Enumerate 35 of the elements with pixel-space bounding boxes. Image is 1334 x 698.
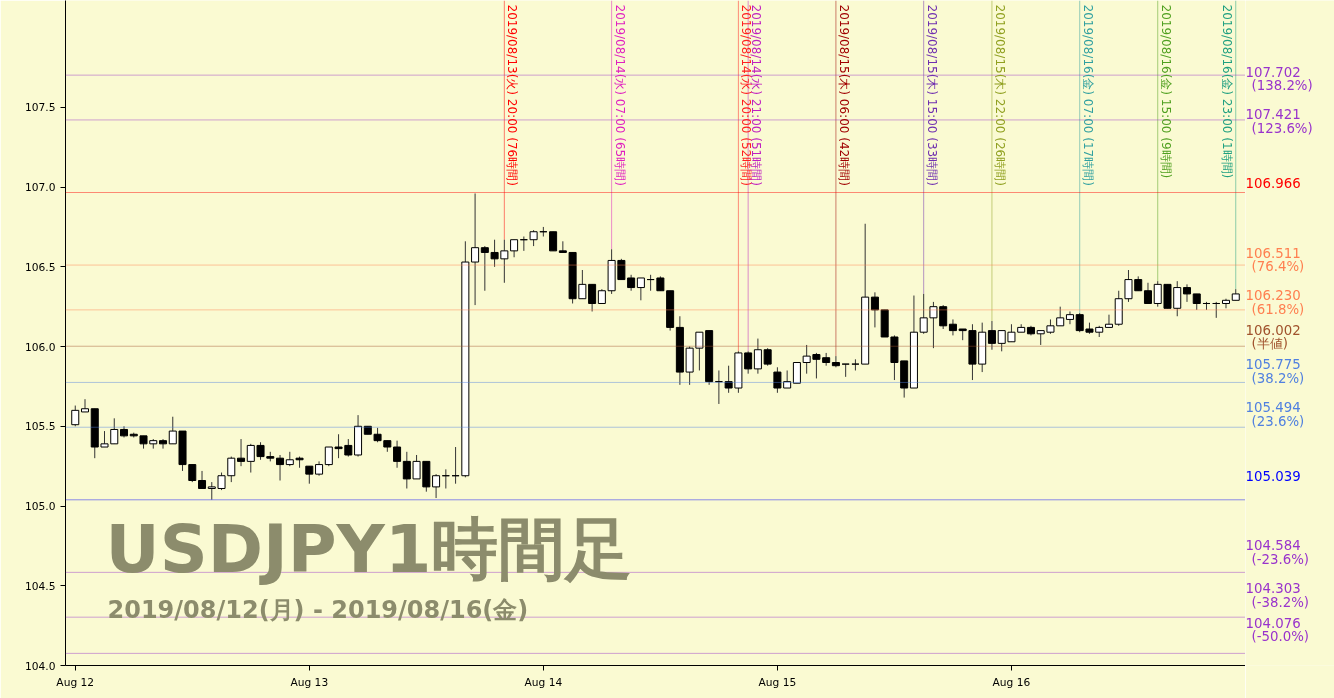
ref-line-label: 106.230 (61.8%) bbox=[1245, 288, 1305, 317]
ref-line-label: 2019/08/15(木) 06:00 (42時間) bbox=[836, 4, 851, 186]
ref-line-label: 106.511 (76.4%) bbox=[1245, 245, 1305, 275]
x-tick-label: Aug 15 bbox=[758, 675, 797, 689]
ref-line-label: 2019/08/15(木) 15:00 (33時間) bbox=[924, 4, 939, 186]
text: 2019/08/12(月) - 2019/08/16(金) bbox=[107, 595, 529, 624]
ref-line-label: 106.966 bbox=[1245, 176, 1301, 192]
ref-line-label: 105.775 (38.2%) bbox=[1245, 357, 1305, 386]
text: USDJPY1時間足 bbox=[105, 509, 633, 588]
ref-line-label: 2019/08/13(火) 20:00 (76時間) bbox=[505, 4, 520, 186]
x-tick-label: Aug 14 bbox=[524, 675, 563, 689]
y-tick-label: 107.5 bbox=[24, 101, 56, 115]
ref-line-label: 106.002 (半値) bbox=[1245, 322, 1301, 352]
ref-line-label: 2019/08/14(水) 07:00 (65時間) bbox=[612, 4, 627, 186]
ref-line-label: 2019/08/16(金) 23:00 (1時間) bbox=[1219, 4, 1234, 179]
y-tick-label: 105.0 bbox=[24, 500, 56, 514]
ref-line-label: 104.584 (-23.6%) bbox=[1245, 538, 1310, 567]
ref-line-label: 107.702 (138.2%) bbox=[1245, 64, 1313, 94]
y-tick-label: 105.5 bbox=[24, 420, 56, 434]
ref-line-label: 105.494 (23.6%) bbox=[1245, 400, 1305, 429]
y-tick-label: 106.0 bbox=[24, 340, 56, 354]
x-tick-label: Aug 16 bbox=[992, 675, 1031, 689]
ref-line-label: 107.421 (123.6%) bbox=[1245, 107, 1313, 136]
y-tick-label: 104.5 bbox=[24, 579, 56, 593]
y-tick-label: 106.5 bbox=[24, 260, 56, 274]
ref-line-label: 2019/08/16(金) 07:00 (17時間) bbox=[1080, 4, 1095, 186]
ref-line-label: 105.039 bbox=[1245, 469, 1301, 485]
ref-line-label: 104.076 (-50.0%) bbox=[1245, 615, 1310, 645]
ref-line-label: 104.303 (-38.2%) bbox=[1245, 581, 1310, 610]
y-tick-label: 104.0 bbox=[24, 659, 56, 673]
x-tick-label: Aug 12 bbox=[56, 675, 95, 689]
x-tick-label: Aug 13 bbox=[290, 675, 329, 689]
y-tick-label: 107.0 bbox=[24, 181, 56, 195]
ref-line-label: 2019/08/15(木) 22:00 (26時間) bbox=[992, 4, 1007, 186]
ref-line-label: 2019/08/16(金) 15:00 (9時間) bbox=[1158, 4, 1173, 179]
